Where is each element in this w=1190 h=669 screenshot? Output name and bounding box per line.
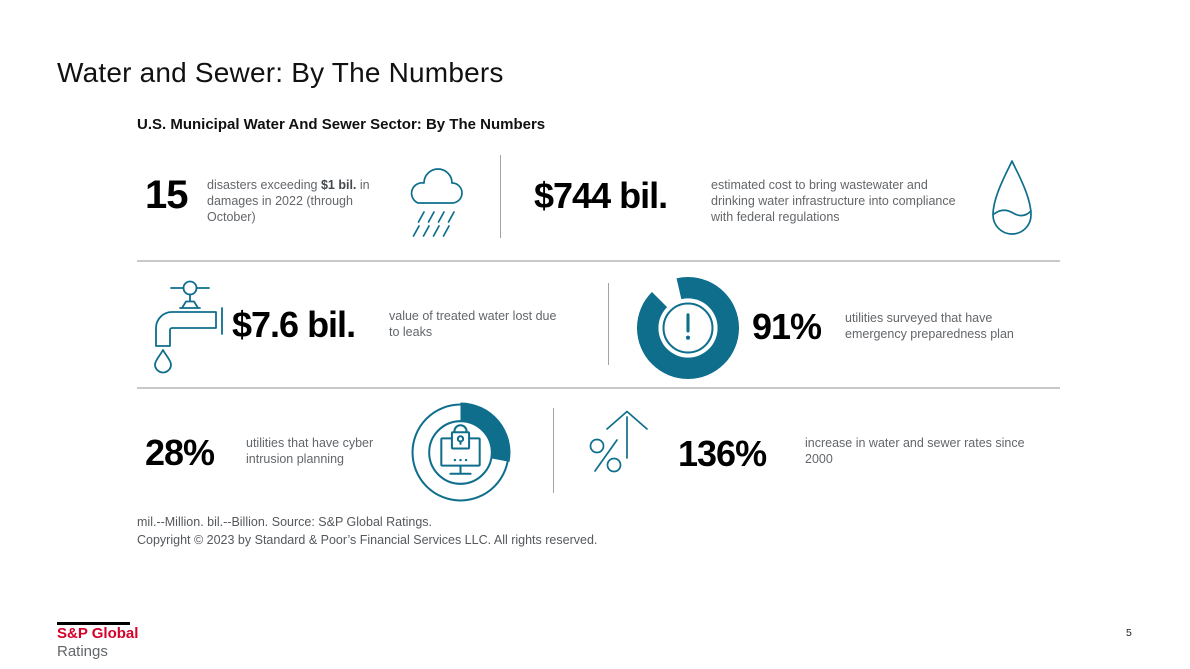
stat-value-compliance-cost: $744 bil.	[534, 175, 668, 216]
percent-up-arrow-icon	[585, 410, 657, 478]
stat-desc-preparedness: utilities surveyed that have emergency p…	[845, 311, 1014, 341]
stat-value-preparedness: 91%	[752, 306, 822, 347]
rain-cloud-icon	[398, 158, 470, 242]
faucet-icon	[138, 276, 238, 376]
footnote: mil.--Million. bil.--Billion. Source: S&…	[137, 513, 597, 549]
water-drop-icon	[986, 158, 1038, 242]
divider-row1-vertical	[500, 155, 501, 238]
stat-value-cyber: 28%	[145, 432, 215, 473]
divider-row3-vertical	[553, 408, 554, 493]
divider-row2-vertical	[608, 283, 609, 365]
page-number: 5	[1126, 627, 1132, 639]
stat-desc-disasters-post: in damages in 2022 (through October)	[207, 178, 370, 224]
stat-value-rates: 136%	[678, 433, 767, 474]
exclamation-icon	[685, 313, 691, 340]
stat-desc-cyber: utilities that have cyber intrusion plan…	[246, 436, 374, 466]
infographic-title: U.S. Municipal Water And Sewer Sector: B…	[137, 116, 546, 133]
divider-horizontal-1	[137, 260, 1060, 262]
page-title: Water and Sewer: By The Numbers	[57, 57, 504, 88]
footnote-line-2: Copyright © 2023 by Standard & Poor’s Fi…	[137, 533, 598, 547]
logo-bar	[57, 622, 130, 625]
stat-desc-compliance-cost: estimated cost to bring wastewater and d…	[711, 178, 956, 224]
stat-value-disasters: 15	[145, 173, 188, 217]
logo-brand: S&P Global	[57, 625, 139, 642]
stat-desc-disasters-pre: disasters exceeding	[207, 178, 321, 192]
divider-horizontal-2	[137, 387, 1060, 389]
footnote-line-1: mil.--Million. bil.--Billion. Source: S&…	[137, 515, 433, 529]
stat-desc-water-lost: value of treated water lost due to leaks	[389, 309, 557, 339]
logo-division: Ratings	[57, 643, 108, 660]
stat-desc-disasters-bold: $1 bil.	[320, 178, 357, 192]
stat-desc-disasters: disasters exceeding $1 bil. in damages i…	[207, 177, 375, 225]
cyber-lock-donut-icon	[410, 402, 511, 503]
stat-desc-rates: increase in water and sewer rates since …	[805, 436, 1025, 466]
stat-value-water-lost: $7.6 bil.	[232, 304, 356, 345]
sp-global-ratings-logo: S&P Global Ratings	[57, 622, 138, 660]
monitor-lock-icon	[440, 424, 481, 475]
alert-donut-icon	[637, 277, 739, 379]
